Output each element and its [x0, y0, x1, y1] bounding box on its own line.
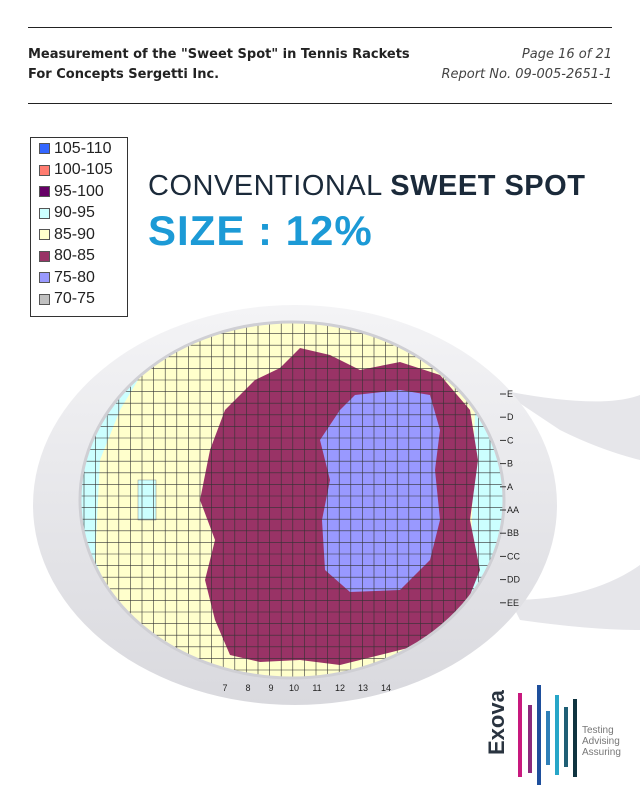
legend-item: 90-95	[31, 203, 127, 225]
legend-swatch	[39, 186, 50, 198]
row-label: C	[507, 435, 514, 445]
legend-swatch	[39, 164, 50, 176]
logo-tagline-2: Advising	[582, 736, 620, 747]
logo-tagline-1: Testing	[582, 725, 614, 736]
header-rule-top	[28, 27, 612, 28]
legend-swatch	[39, 207, 50, 219]
logo-bar	[546, 711, 550, 765]
legend-swatch	[39, 293, 50, 305]
legend-item: 70-75	[31, 289, 127, 311]
column-label: 8	[245, 683, 250, 693]
column-label: 9	[268, 683, 273, 693]
row-label: D	[507, 412, 514, 422]
legend-item: 105-110	[31, 138, 127, 160]
report-client: For Concepts Sergetti Inc.	[28, 67, 220, 82]
page-number: Page 16 of 21	[521, 47, 612, 62]
row-label: B	[507, 459, 513, 469]
logo-bars	[518, 685, 577, 785]
logo-bar	[573, 699, 577, 777]
logo-bar	[555, 695, 559, 775]
column-labels: 7 8 9 10 11 12 13 14	[222, 683, 391, 693]
column-label: 14	[381, 683, 391, 693]
column-label: 12	[335, 683, 345, 693]
legend-swatch	[39, 229, 50, 241]
legend-swatch	[39, 143, 50, 155]
racket-inner-rim	[78, 320, 506, 680]
legend-swatch	[39, 272, 50, 284]
legend-label: 80-85	[54, 247, 95, 265]
legend-item: 85-90	[31, 224, 127, 246]
legend-item: 95-100	[31, 181, 127, 203]
logo-wordmark: Exova	[484, 689, 509, 755]
row-label: CC	[507, 551, 520, 561]
logo-bar	[528, 705, 532, 773]
legend-label: 85-90	[54, 225, 95, 243]
legend-label: 75-80	[54, 268, 95, 286]
column-label: 7	[222, 683, 227, 693]
headline-title: CONVENTIONAL SWEET SPOT	[148, 170, 585, 203]
headline-light: CONVENTIONAL	[148, 170, 391, 202]
legend-swatch	[39, 250, 50, 262]
legend-label: 70-75	[54, 290, 95, 308]
headline-bold: SWEET SPOT	[390, 170, 586, 202]
legend-item: 80-85	[31, 246, 127, 268]
racket-throat-lower	[510, 565, 640, 630]
contour-legend: 105-110 100-105 95-100 90-95 85-90 80-85 75-80…	[30, 137, 128, 317]
racket-throat	[500, 390, 640, 460]
legend-item: 75-80	[31, 267, 127, 289]
sweet-spot-size: SIZE : 12%	[148, 207, 373, 254]
column-label: 10	[289, 683, 299, 693]
measurement-grid	[80, 322, 504, 678]
report-number: Report No. 09-005-2651-1	[441, 67, 612, 82]
column-label: 13	[358, 683, 368, 693]
row-label: A	[507, 482, 513, 492]
legend-label: 95-100	[54, 182, 104, 200]
row-label: EE	[507, 598, 519, 608]
legend-label: 100-105	[54, 161, 113, 179]
row-label: BB	[507, 528, 519, 538]
row-label: DD	[507, 575, 520, 585]
legend-label: 105-110	[54, 139, 112, 157]
logo-bar	[564, 707, 568, 767]
legend-item: 100-105	[31, 160, 127, 182]
logo-tagline-3: Assuring	[582, 747, 621, 758]
exova-logo: Exova Testing Advising Assuring	[484, 685, 621, 785]
row-label: AA	[507, 505, 519, 515]
header-rule-bottom	[28, 103, 612, 104]
logo-bar	[537, 685, 541, 785]
report-title: Measurement of the "Sweet Spot" in Tenni…	[28, 47, 410, 62]
logo-bar	[518, 693, 522, 777]
legend-label: 90-95	[54, 204, 95, 222]
row-label: E	[507, 389, 513, 399]
column-label: 11	[312, 683, 321, 693]
band-75-80	[320, 390, 440, 592]
band-90-95-island	[137, 479, 157, 521]
